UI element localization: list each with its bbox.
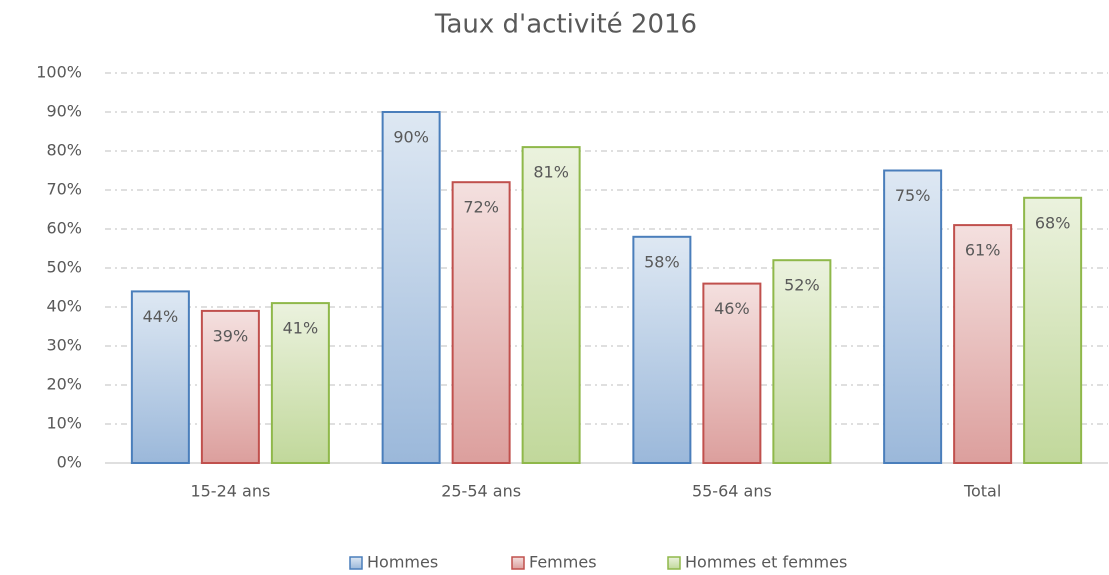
chart-title: Taux d'activité 2016 [434,10,697,40]
data-label: 58% [644,252,680,271]
data-label: 90% [393,128,429,147]
data-label: 61% [965,241,1001,260]
x-tick-label: 15-24 ans [190,482,270,501]
y-tick-label: 70% [46,180,82,199]
x-tick-label: 25-54 ans [441,482,521,501]
bar [200,309,260,464]
data-label: 39% [213,326,249,345]
bar [130,290,190,464]
bar [632,235,692,464]
legend-label: Hommes [367,553,438,572]
y-tick-label: 50% [46,258,82,277]
legend-swatch [349,556,363,570]
y-tick-label: 80% [46,141,82,160]
data-label: 68% [1035,213,1071,232]
y-tick-label: 10% [46,414,82,433]
data-label: 52% [784,276,820,295]
y-tick-label: 60% [46,219,82,238]
bar [883,169,943,464]
data-label: 41% [283,319,319,338]
x-tick-label: 55-64 ans [692,482,772,501]
bar [772,259,832,465]
legend-label: Hommes et femmes [685,553,847,572]
data-label: 44% [143,307,179,326]
data-label: 75% [895,186,931,205]
y-tick-label: 90% [46,102,82,121]
bar [270,302,330,464]
data-label: 81% [533,163,569,182]
y-tick-label: 20% [46,375,82,394]
bar [953,224,1013,464]
x-tick-label: Total [963,482,1001,501]
y-tick-label: 30% [46,336,82,355]
y-tick-label: 40% [46,297,82,316]
legend-swatch [667,556,681,570]
bar [381,111,441,464]
y-tick-label: 0% [57,453,82,472]
bar [521,146,581,464]
legend-label: Femmes [529,553,597,572]
bar [1023,196,1083,465]
bar [451,181,511,464]
y-tick-label: 100% [36,63,82,82]
data-label: 72% [463,198,499,217]
data-label: 46% [714,299,750,318]
bar [702,282,762,464]
legend-swatch [511,556,525,570]
